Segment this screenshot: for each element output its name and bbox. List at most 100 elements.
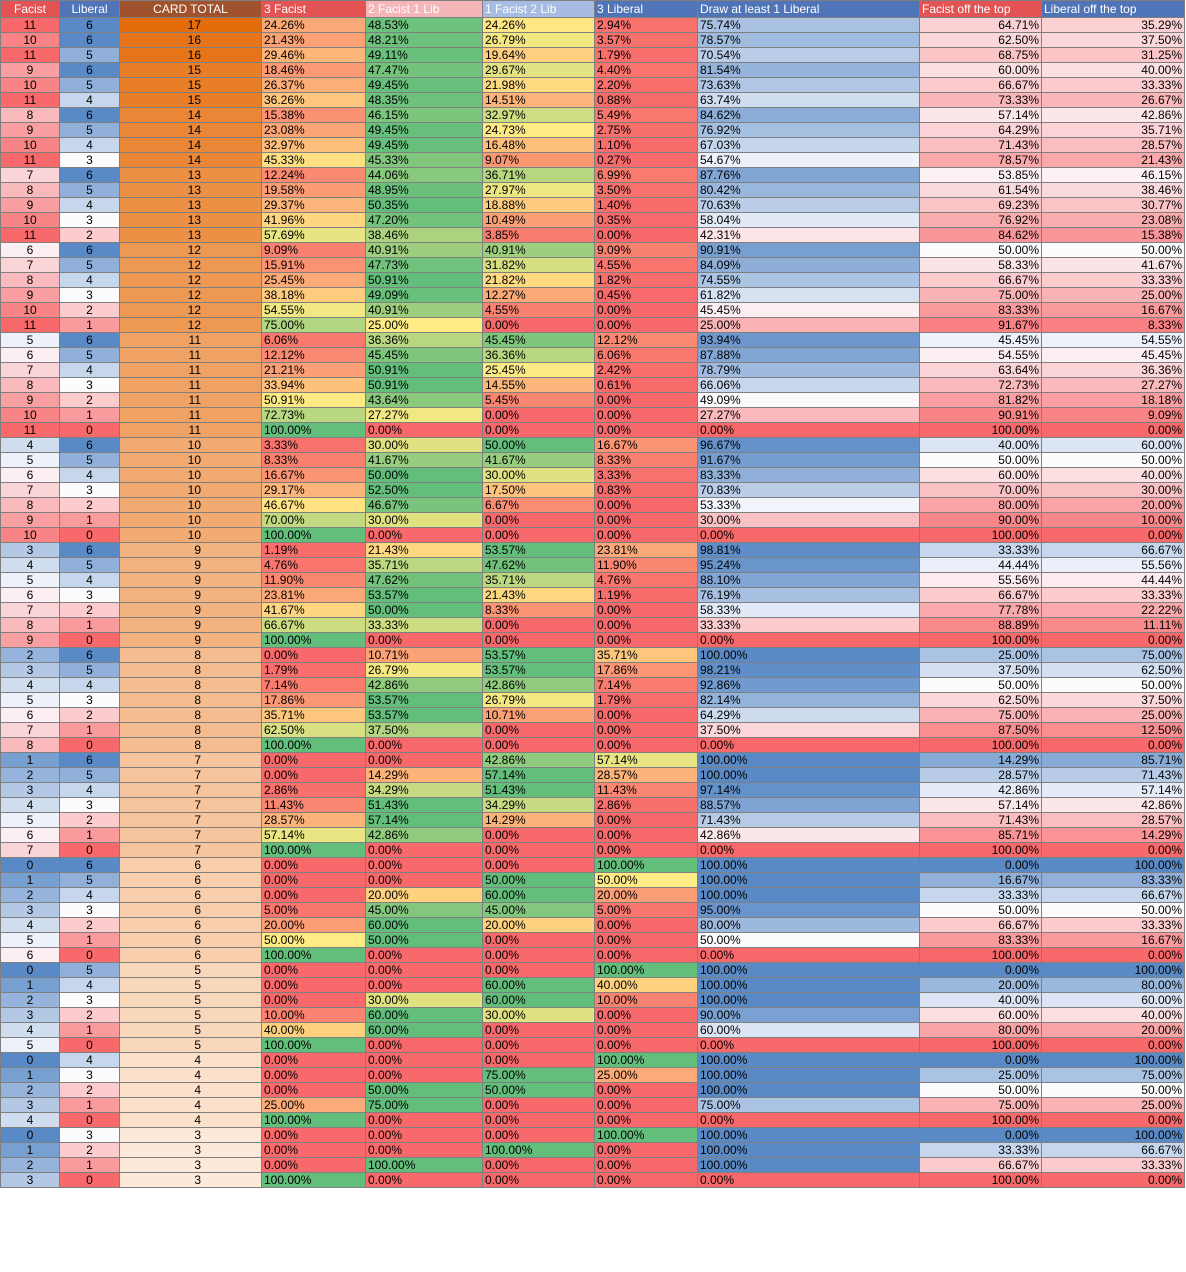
table-cell[interactable]: 30.77%	[1041, 197, 1185, 213]
table-cell[interactable]: 44.06%	[365, 167, 483, 183]
table-cell[interactable]: 0.00%	[365, 872, 483, 888]
table-cell[interactable]: 33.94%	[261, 377, 366, 393]
table-cell[interactable]: 8	[119, 737, 262, 753]
table-cell[interactable]: 6	[119, 932, 262, 948]
table-cell[interactable]: 9	[119, 602, 262, 618]
table-cell[interactable]: 0.00%	[261, 887, 366, 903]
table-cell[interactable]: 80.00%	[697, 917, 920, 933]
table-cell[interactable]: 5	[59, 77, 120, 93]
table-cell[interactable]: 9	[119, 542, 262, 558]
table-cell[interactable]: 0.00%	[594, 632, 698, 648]
table-cell[interactable]: 0	[59, 1172, 120, 1188]
column-header[interactable]: Liberal	[59, 0, 120, 18]
table-cell[interactable]: 6	[59, 32, 120, 48]
table-cell[interactable]: 57.14%	[919, 797, 1042, 813]
table-cell[interactable]: 8	[119, 692, 262, 708]
table-cell[interactable]: 0.00%	[482, 1127, 595, 1143]
table-cell[interactable]: 0.00%	[697, 947, 920, 963]
table-cell[interactable]: 4	[59, 362, 120, 378]
table-cell[interactable]: 57.14%	[261, 827, 366, 843]
table-cell[interactable]: 62.50%	[1041, 662, 1185, 678]
table-cell[interactable]: 60.00%	[365, 1022, 483, 1038]
table-cell[interactable]: 33.33%	[697, 617, 920, 633]
table-cell[interactable]: 14	[119, 152, 262, 168]
table-cell[interactable]: 8	[0, 107, 60, 123]
table-cell[interactable]: 4	[0, 1112, 60, 1128]
table-cell[interactable]: 7	[119, 767, 262, 783]
table-cell[interactable]: 3	[59, 1067, 120, 1083]
table-cell[interactable]: 51.43%	[482, 782, 595, 798]
table-cell[interactable]: 66.67%	[1041, 1142, 1185, 1158]
table-cell[interactable]: 1	[59, 1022, 120, 1038]
table-cell[interactable]: 6	[59, 332, 120, 348]
table-cell[interactable]: 40.91%	[365, 242, 483, 258]
table-cell[interactable]: 53.33%	[697, 497, 920, 513]
table-cell[interactable]: 10	[0, 212, 60, 228]
table-cell[interactable]: 42.86%	[919, 782, 1042, 798]
table-cell[interactable]: 100.00%	[594, 1127, 698, 1143]
table-cell[interactable]: 100.00%	[261, 527, 366, 543]
table-cell[interactable]: 100.00%	[261, 842, 366, 858]
table-cell[interactable]: 80.00%	[919, 1022, 1042, 1038]
table-cell[interactable]: 100.00%	[697, 1082, 920, 1098]
table-cell[interactable]: 3	[59, 1127, 120, 1143]
table-cell[interactable]: 75.00%	[365, 1097, 483, 1113]
table-cell[interactable]: 22.22%	[1041, 602, 1185, 618]
table-cell[interactable]: 40.00%	[594, 977, 698, 993]
table-cell[interactable]: 0.00%	[594, 1112, 698, 1128]
table-cell[interactable]: 75.00%	[919, 707, 1042, 723]
table-cell[interactable]: 100.00%	[919, 1112, 1042, 1128]
table-cell[interactable]: 0.00%	[594, 227, 698, 243]
table-cell[interactable]: 70.00%	[261, 512, 366, 528]
table-cell[interactable]: 0.00%	[594, 1172, 698, 1188]
table-cell[interactable]: 50.00%	[482, 437, 595, 453]
column-header[interactable]: 1 Facist 2 Lib	[482, 0, 595, 18]
table-cell[interactable]: 10.71%	[365, 647, 483, 663]
table-cell[interactable]: 7	[0, 167, 60, 183]
table-cell[interactable]: 61.54%	[919, 182, 1042, 198]
table-cell[interactable]: 18.18%	[1041, 392, 1185, 408]
table-cell[interactable]: 73.63%	[697, 77, 920, 93]
table-cell[interactable]: 88.10%	[697, 572, 920, 588]
table-cell[interactable]: 58.04%	[697, 212, 920, 228]
table-cell[interactable]: 45.45%	[1041, 347, 1185, 363]
table-cell[interactable]: 4	[59, 137, 120, 153]
table-cell[interactable]: 34.29%	[365, 782, 483, 798]
table-cell[interactable]: 3.33%	[261, 437, 366, 453]
table-cell[interactable]: 0.00%	[697, 632, 920, 648]
table-cell[interactable]: 11	[0, 227, 60, 243]
table-cell[interactable]: 42.86%	[482, 677, 595, 693]
table-cell[interactable]: 100.00%	[482, 1142, 595, 1158]
table-cell[interactable]: 3.57%	[594, 32, 698, 48]
table-cell[interactable]: 40.00%	[919, 437, 1042, 453]
table-cell[interactable]: 24.26%	[261, 17, 366, 33]
table-cell[interactable]: 0.00%	[594, 512, 698, 528]
table-cell[interactable]: 28.57%	[594, 767, 698, 783]
table-cell[interactable]: 13	[119, 212, 262, 228]
table-cell[interactable]: 14.29%	[1041, 827, 1185, 843]
table-cell[interactable]: 11	[119, 347, 262, 363]
table-cell[interactable]: 2	[59, 392, 120, 408]
table-cell[interactable]: 0.00%	[594, 842, 698, 858]
table-cell[interactable]: 60.00%	[697, 1022, 920, 1038]
table-cell[interactable]: 60.00%	[919, 62, 1042, 78]
table-cell[interactable]: 0.00%	[482, 1037, 595, 1053]
table-cell[interactable]: 50.00%	[482, 1082, 595, 1098]
table-cell[interactable]: 80.00%	[1041, 977, 1185, 993]
table-cell[interactable]: 50.00%	[919, 1082, 1042, 1098]
table-cell[interactable]: 80.00%	[919, 497, 1042, 513]
table-cell[interactable]: 0.00%	[261, 857, 366, 873]
table-cell[interactable]: 11	[0, 17, 60, 33]
table-cell[interactable]: 0.00%	[261, 767, 366, 783]
table-cell[interactable]: 1	[59, 512, 120, 528]
table-cell[interactable]: 66.67%	[919, 1157, 1042, 1173]
table-cell[interactable]: 8.33%	[261, 452, 366, 468]
table-cell[interactable]: 100.00%	[697, 647, 920, 663]
table-cell[interactable]: 5	[59, 962, 120, 978]
table-cell[interactable]: 0.00%	[594, 602, 698, 618]
table-cell[interactable]: 49.11%	[365, 47, 483, 63]
table-cell[interactable]: 3.50%	[594, 182, 698, 198]
table-cell[interactable]: 0	[59, 1112, 120, 1128]
table-cell[interactable]: 0.00%	[594, 812, 698, 828]
table-cell[interactable]: 15.91%	[261, 257, 366, 273]
